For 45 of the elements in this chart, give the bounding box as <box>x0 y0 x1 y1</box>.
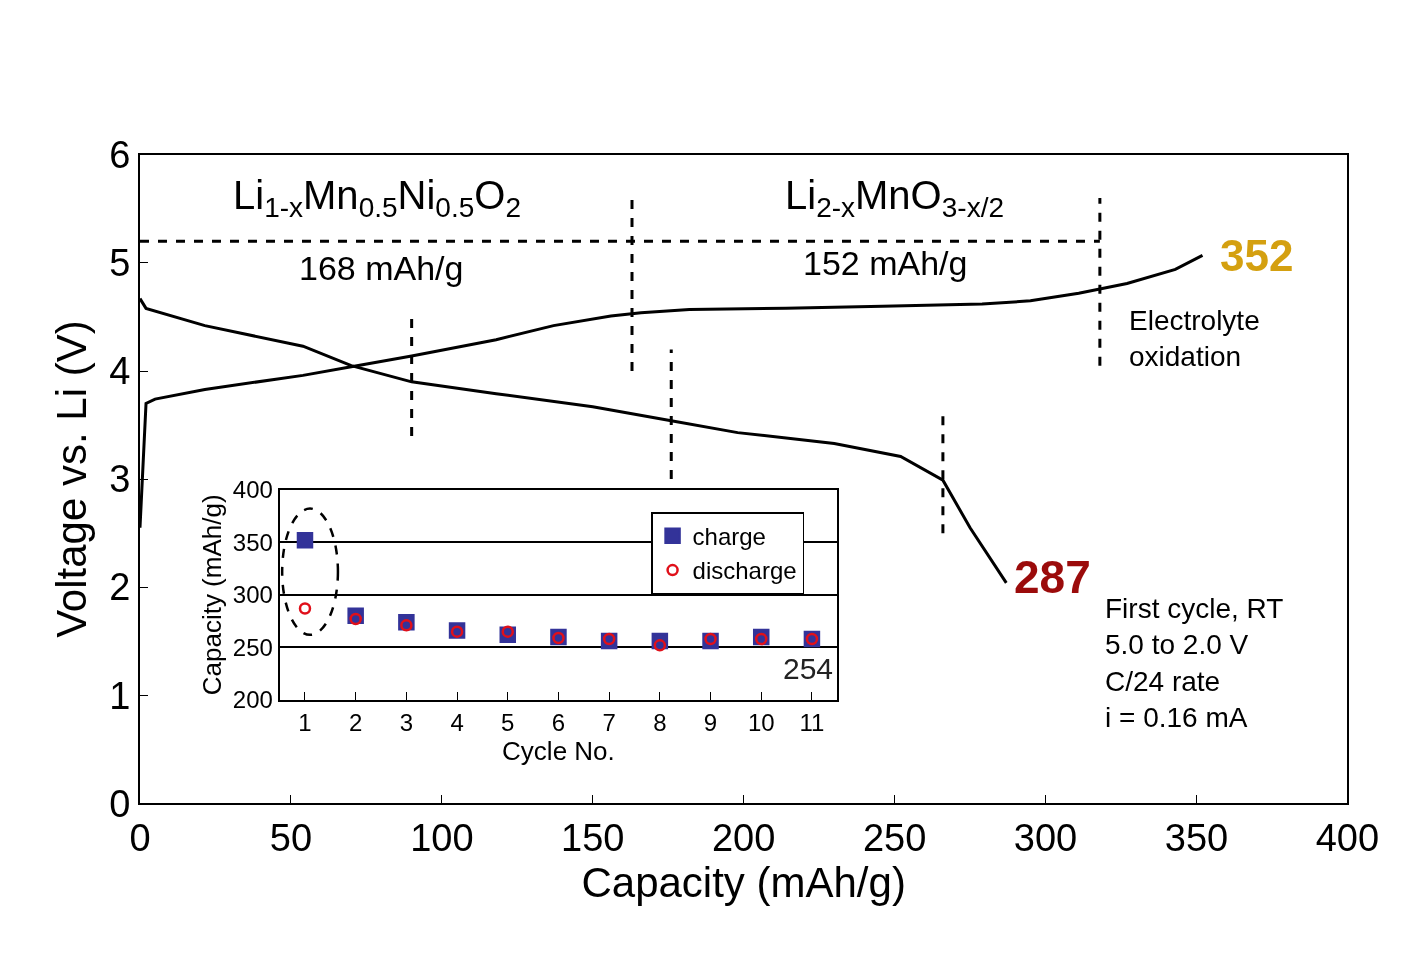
x-tick-label: 50 <box>269 816 313 859</box>
x-tick-label: 350 <box>1164 816 1229 859</box>
x-tick-label: 100 <box>410 816 474 859</box>
annotation: Electrolyte oxidation <box>1129 305 1260 373</box>
x-tick-label: 9 <box>703 708 718 736</box>
y-tick-label: 3 <box>109 458 131 501</box>
legend-label: discharge <box>692 557 797 585</box>
x-tick-label: 5 <box>501 708 515 736</box>
y-tick-label: 5 <box>109 242 131 285</box>
annotation: 152 mAh/g <box>803 244 968 282</box>
y-tick-label: 250 <box>232 633 273 661</box>
x-tick-label: 6 <box>551 708 566 736</box>
y-tick-label: 300 <box>232 581 273 609</box>
x-tick-label: 4 <box>450 708 464 736</box>
y-tick-label: 400 <box>232 476 273 504</box>
x-tick-label: 11 <box>799 708 825 736</box>
y-tick-label: 200 <box>232 686 273 714</box>
annotation: Li$_{2-x}$MnO$_{3-x/2}$ <box>785 173 1004 224</box>
annotation: 254 <box>783 652 834 685</box>
annotation: 287 <box>1014 551 1091 603</box>
x-axis-title: Cycle No. <box>502 735 615 766</box>
x-tick-label: 2 <box>349 708 363 736</box>
x-tick-label: 1 <box>298 708 312 736</box>
x-tick-label: 400 <box>1315 816 1380 859</box>
annotation: 168 mAh/g <box>299 249 464 287</box>
x-tick-label: 10 <box>747 708 775 736</box>
y-axis-title: Voltage vs. Li (V) <box>47 320 95 638</box>
x-tick-label: 8 <box>653 708 667 736</box>
annotation: Li$_{1-x}$Mn$_{0.5}$Ni$_{0.5}$O$_{2}$ <box>233 173 521 224</box>
x-axis-title: Capacity (mAh/g) <box>581 859 906 907</box>
annotation: 352 <box>1220 231 1294 280</box>
x-tick-label: 3 <box>399 708 414 736</box>
x-tick-label: 7 <box>602 708 616 736</box>
y-tick-label: 2 <box>109 566 131 609</box>
annotation: First cycle, RT 5.0 to 2.0 V C/24 rate i = 0.16 mA <box>1105 593 1284 734</box>
x-tick-label: 200 <box>711 816 776 859</box>
y-tick-label: 0 <box>109 782 131 825</box>
y-axis-title: Capacity (mAh/g) <box>196 494 227 696</box>
x-tick-label: 150 <box>561 816 625 859</box>
y-tick-label: 6 <box>109 134 131 177</box>
legend-label: charge <box>692 523 766 551</box>
y-tick-label: 350 <box>232 528 273 556</box>
x-tick-label: 300 <box>1013 816 1078 859</box>
x-tick-label: 250 <box>862 816 927 859</box>
y-tick-label: 4 <box>109 350 131 393</box>
